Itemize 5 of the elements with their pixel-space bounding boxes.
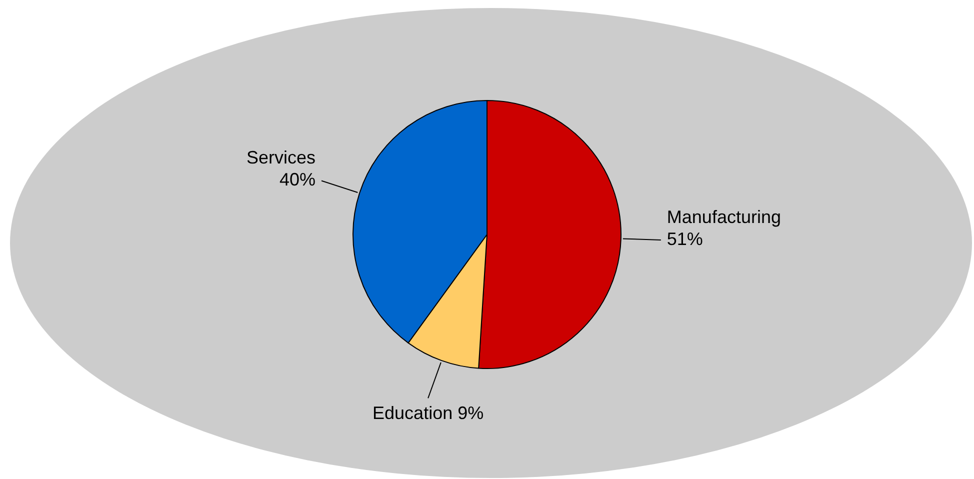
slice-label: Manufacturing [666,206,781,227]
data-label: 51% [666,228,703,249]
data-label: 40% [279,170,316,190]
slice-label: Education 9% [372,403,484,424]
slice-label: Services [246,148,316,168]
